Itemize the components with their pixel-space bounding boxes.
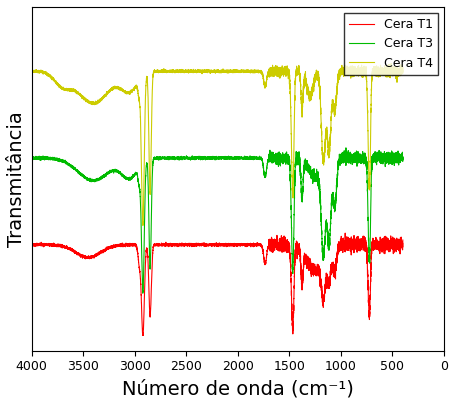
Cera T1 — [324, 277, 329, 282]
Cera T3 — [265, 161, 270, 166]
Cera T4 — [324, 132, 329, 136]
Cera T3 — [343, 145, 349, 150]
Cera T1 — [163, 241, 169, 246]
Cera T1 — [400, 238, 405, 243]
Cera T4 — [29, 68, 34, 73]
Cera T1 — [140, 333, 146, 338]
Line: Cera T3: Cera T3 — [31, 148, 403, 293]
Cera T3 — [140, 291, 146, 296]
Cera T1 — [343, 231, 348, 236]
Cera T4 — [140, 223, 146, 228]
X-axis label: Número de onda (cm⁻¹): Número de onda (cm⁻¹) — [122, 379, 354, 398]
Cera T4 — [400, 68, 405, 73]
Cera T3 — [324, 222, 329, 227]
Line: Cera T1: Cera T1 — [31, 233, 403, 335]
Line: Cera T4: Cera T4 — [31, 64, 403, 226]
Cera T4 — [389, 61, 394, 66]
Cera T4 — [304, 83, 309, 87]
Cera T3 — [47, 156, 53, 160]
Cera T3 — [304, 166, 309, 171]
Cera T4 — [163, 69, 169, 74]
Cera T1 — [248, 242, 254, 247]
Legend: Cera T1, Cera T3, Cera T4: Cera T1, Cera T3, Cera T4 — [344, 13, 438, 75]
Y-axis label: Transmitância: Transmitância — [7, 111, 26, 247]
Cera T4 — [47, 73, 53, 78]
Cera T3 — [163, 156, 169, 161]
Cera T3 — [400, 156, 405, 160]
Cera T1 — [47, 243, 53, 247]
Cera T1 — [29, 242, 34, 247]
Cera T1 — [304, 266, 309, 271]
Cera T1 — [265, 248, 270, 253]
Cera T3 — [248, 156, 254, 161]
Cera T4 — [248, 68, 254, 73]
Cera T4 — [265, 73, 270, 78]
Cera T3 — [29, 156, 34, 160]
